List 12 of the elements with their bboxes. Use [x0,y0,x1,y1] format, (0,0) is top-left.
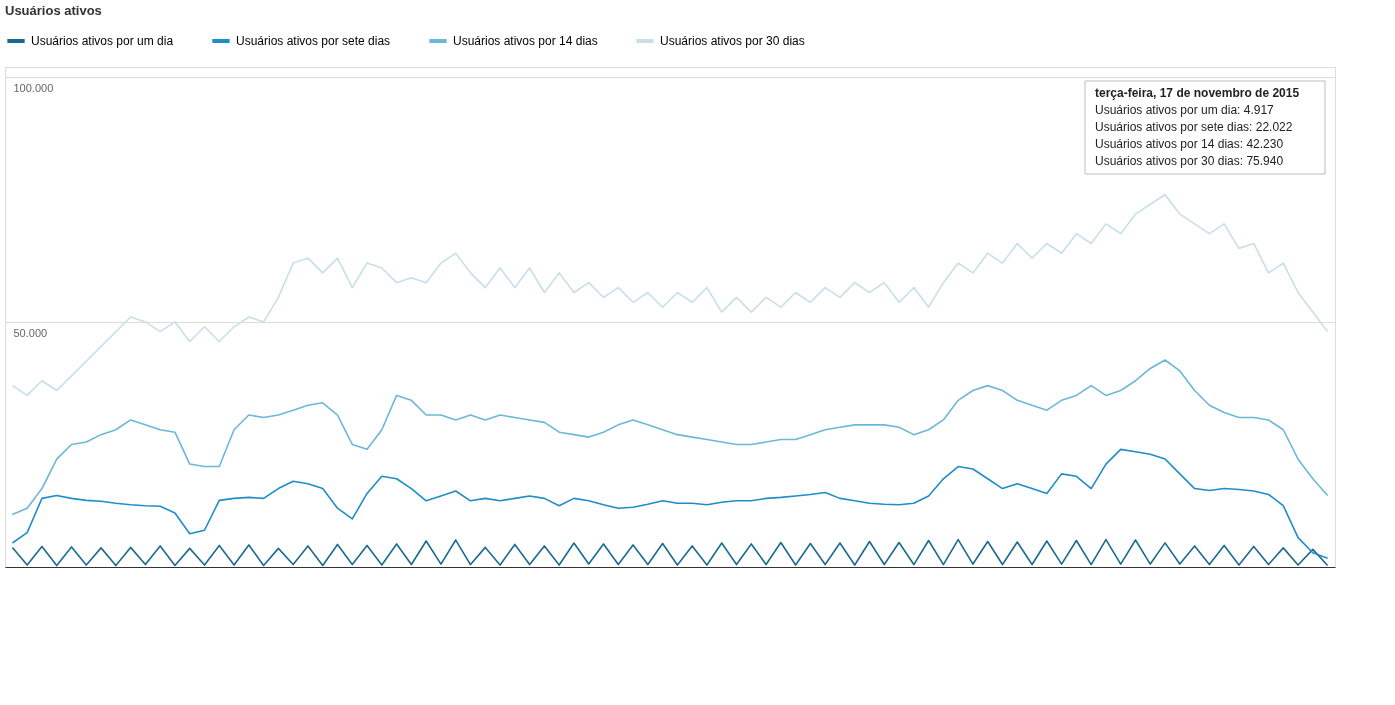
chart-title: Usuários ativos [5,3,102,18]
annotation: Usuários ativos por sete dias: 22.022 [1095,120,1293,134]
y-tick-label: 100.000 [13,82,54,95]
legend-label: Usuários ativos por 30 dias [660,34,805,48]
y-tick-label: 50.000 [13,327,48,340]
annotation: Usuários ativos por 14 dias: 42.230 [1095,137,1284,151]
legend-label: Usuários ativos por sete dias [236,34,391,48]
annotation: terça-feira, 17 de novembro de 2015 [1095,86,1300,100]
annotation: Usuários ativos por 30 dias: 75.940 [1095,154,1284,168]
legend-label: Usuários ativos por um dia [31,34,174,48]
annotation: Usuários ativos por um dia: 4.917 [1095,103,1275,117]
legend-label: Usuários ativos por 14 dias [453,34,598,48]
